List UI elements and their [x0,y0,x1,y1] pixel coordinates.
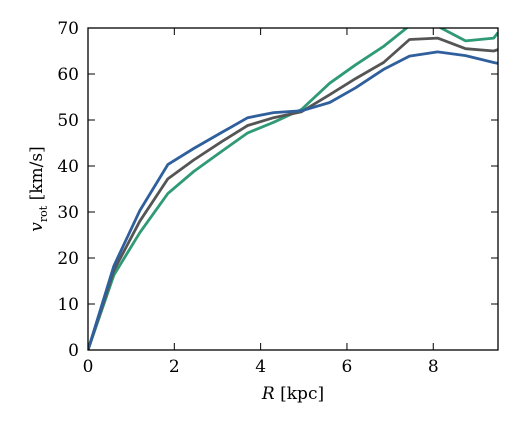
x-tick-label: 2 [169,357,180,377]
x-tick-label: 0 [83,357,94,377]
y-tick-label: 60 [57,65,79,85]
x-tick-label: 6 [342,357,353,377]
y-axis-subscript: rot [37,205,50,222]
series-layer [88,28,498,350]
x-axis-unit: [kpc] [275,384,324,404]
x-tick-label: 8 [428,357,439,377]
tick-layer: 0 2 4 6 8 0 10 20 30 40 50 60 70 [57,19,498,377]
y-tick-label: 70 [57,19,79,39]
series-line-1 [88,28,498,350]
y-tick-label: 10 [57,295,79,315]
x-axis-label: R [kpc] [261,384,324,404]
y-axis-unit: [km/s] [27,146,47,206]
y-tick-label: 40 [57,157,79,177]
y-axis-variable: v [27,222,47,232]
y-tick-label: 50 [57,111,79,131]
y-tick-label: 30 [57,203,79,223]
y-axis-label: vrot [km/s] [27,146,50,231]
plot-frame [87,27,499,351]
x-tick-label: 4 [255,357,266,377]
y-tick-label: 20 [57,249,79,269]
x-axis-variable: R [261,384,275,404]
y-tick-label: 0 [68,341,79,361]
series-line-3 [88,50,498,350]
